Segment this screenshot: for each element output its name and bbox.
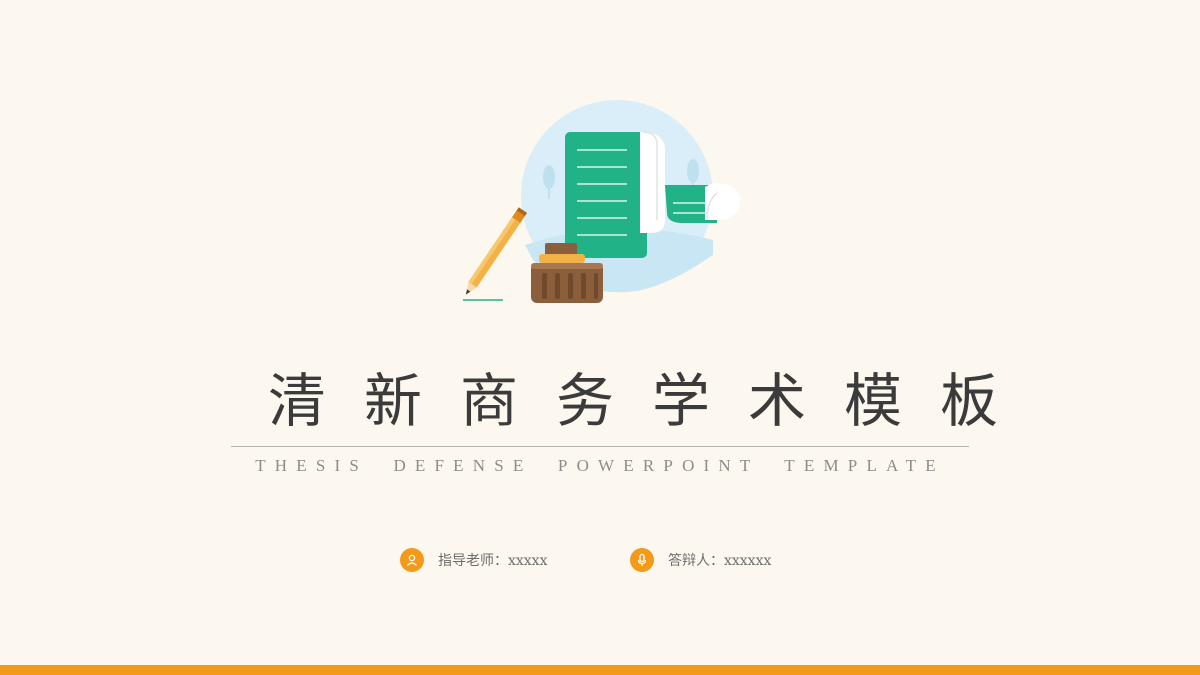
defender-label: 答辩人：xxxxxx — [668, 553, 772, 569]
microphone-icon — [630, 548, 654, 572]
advisor-label: 指导老师：xxxxx — [438, 553, 548, 569]
defender-info: 答辩人：xxxxxx — [630, 547, 771, 573]
page-title: 清新商务学术模板 — [268, 367, 1037, 435]
pencil-icon — [463, 207, 528, 301]
bottom-accent-bar — [0, 665, 1200, 675]
ink-bottle-icon — [531, 243, 603, 303]
title-divider — [231, 446, 969, 447]
scroll-icon — [565, 131, 740, 258]
advisor-info: 指导老师：xxxxx — [400, 547, 547, 573]
person-icon — [400, 548, 424, 572]
page-subtitle: THESIS DEFENSE POWERPOINT TEMPLATE — [255, 456, 945, 475]
thesis-illustration — [463, 100, 740, 303]
